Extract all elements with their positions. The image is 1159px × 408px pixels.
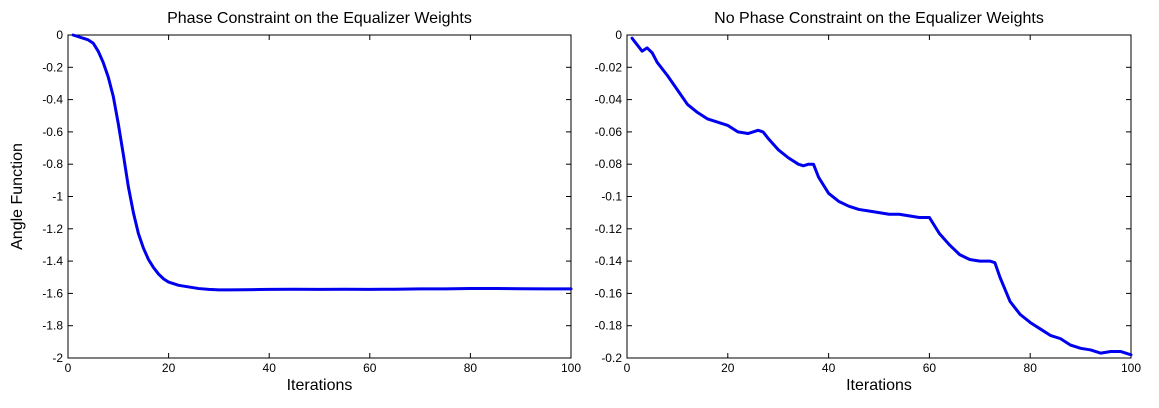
y-tick-label: -1 [52, 190, 63, 204]
y-tick-label: -0.2 [42, 60, 63, 74]
y-tick-label: -0.6 [42, 125, 63, 139]
x-tick-label: 100 [561, 361, 581, 375]
y-tick-label: 0 [615, 28, 622, 42]
x-tick-label: 20 [162, 361, 176, 375]
left-plot: Phase Constraint on the Equalizer Weight… [9, 10, 581, 394]
y-tick-label: -1.2 [42, 222, 63, 236]
x-tick-label: 40 [263, 361, 277, 375]
y-tick-label: -1.8 [42, 319, 63, 333]
axes-box [67, 34, 572, 359]
y-tick-label: -0.16 [595, 286, 623, 300]
y-tick-label: -0.8 [42, 157, 63, 171]
x-tick-label: 80 [464, 361, 478, 375]
x-tick-label: 60 [923, 361, 937, 375]
y-tick-label: -0.4 [42, 93, 63, 107]
y-tick-label: -0.04 [595, 93, 623, 107]
y-axis-label: Angle Function [9, 143, 26, 250]
x-tick-label: 80 [1024, 361, 1038, 375]
y-tick-label: -0.12 [595, 222, 623, 236]
x-tick-label: 100 [1121, 361, 1141, 375]
x-axis-label: Iterations [287, 377, 353, 394]
axes-box [626, 34, 1132, 359]
right-plot: No Phase Constraint on the Equalizer Wei… [595, 10, 1142, 394]
y-tick-label: 0 [56, 28, 63, 42]
y-tick-label: -1.6 [42, 286, 63, 300]
series-line [71, 33, 573, 292]
x-tick-label: 60 [363, 361, 377, 375]
y-tick-label: -1.4 [42, 254, 63, 268]
y-tick-label: -0.1 [601, 190, 622, 204]
y-tick-label: -0.02 [595, 60, 623, 74]
x-tick-label: 0 [65, 361, 72, 375]
chart-title: Phase Constraint on the Equalizer Weight… [167, 10, 472, 27]
x-tick-label: 20 [721, 361, 735, 375]
x-tick-label: 0 [624, 361, 631, 375]
x-tick-label: 40 [822, 361, 836, 375]
y-tick-label: -0.14 [595, 254, 623, 268]
y-tick-label: -0.08 [595, 157, 623, 171]
series-line [630, 36, 1133, 357]
x-axis-label: Iterations [846, 377, 912, 394]
y-tick-label: -2 [52, 351, 63, 365]
y-tick-label: -0.2 [601, 351, 622, 365]
chart-title: No Phase Constraint on the Equalizer Wei… [714, 10, 1044, 27]
y-tick-label: -0.18 [595, 319, 623, 333]
y-tick-label: -0.06 [595, 125, 623, 139]
